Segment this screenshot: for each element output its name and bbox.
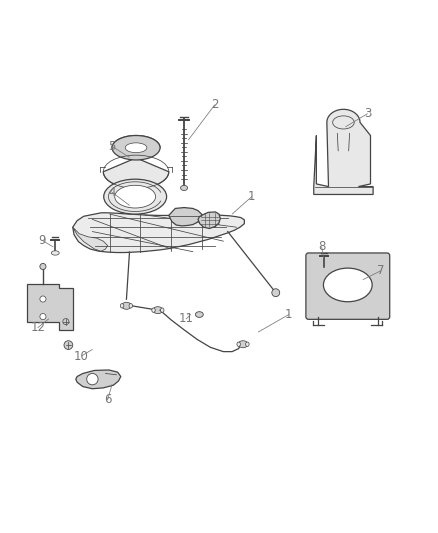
Text: 3: 3 xyxy=(364,107,371,120)
Text: 7: 7 xyxy=(377,264,384,277)
Ellipse shape xyxy=(129,304,133,308)
Text: 9: 9 xyxy=(39,234,46,247)
Circle shape xyxy=(87,374,98,385)
Circle shape xyxy=(63,319,69,325)
Text: 12: 12 xyxy=(30,321,45,334)
Ellipse shape xyxy=(238,341,248,348)
FancyBboxPatch shape xyxy=(306,253,390,319)
Polygon shape xyxy=(76,370,121,389)
Ellipse shape xyxy=(152,308,155,312)
Ellipse shape xyxy=(120,304,124,308)
Circle shape xyxy=(40,263,46,270)
Ellipse shape xyxy=(323,268,372,302)
Polygon shape xyxy=(314,109,373,195)
Text: 2: 2 xyxy=(211,99,219,111)
Text: 8: 8 xyxy=(318,240,325,253)
Ellipse shape xyxy=(122,302,131,309)
Circle shape xyxy=(40,296,46,302)
Ellipse shape xyxy=(246,342,249,346)
Ellipse shape xyxy=(160,308,164,312)
Ellipse shape xyxy=(180,185,187,190)
Polygon shape xyxy=(73,213,244,253)
Ellipse shape xyxy=(51,251,59,255)
Circle shape xyxy=(40,313,46,320)
Polygon shape xyxy=(73,227,108,251)
Ellipse shape xyxy=(115,185,155,208)
Ellipse shape xyxy=(112,135,160,160)
Ellipse shape xyxy=(104,179,166,214)
Text: 4: 4 xyxy=(108,186,116,199)
Text: 5: 5 xyxy=(108,140,116,153)
Text: 10: 10 xyxy=(74,350,89,362)
Text: 11: 11 xyxy=(179,312,194,325)
Polygon shape xyxy=(198,212,220,229)
Ellipse shape xyxy=(153,306,162,313)
Polygon shape xyxy=(169,207,202,226)
Ellipse shape xyxy=(237,342,240,346)
Circle shape xyxy=(64,341,73,350)
Ellipse shape xyxy=(125,143,147,152)
Polygon shape xyxy=(103,135,169,188)
Text: 6: 6 xyxy=(104,393,111,406)
Ellipse shape xyxy=(195,312,203,317)
Polygon shape xyxy=(27,284,73,330)
Text: 1: 1 xyxy=(285,308,293,321)
Text: 1: 1 xyxy=(248,190,255,203)
Circle shape xyxy=(272,289,280,297)
